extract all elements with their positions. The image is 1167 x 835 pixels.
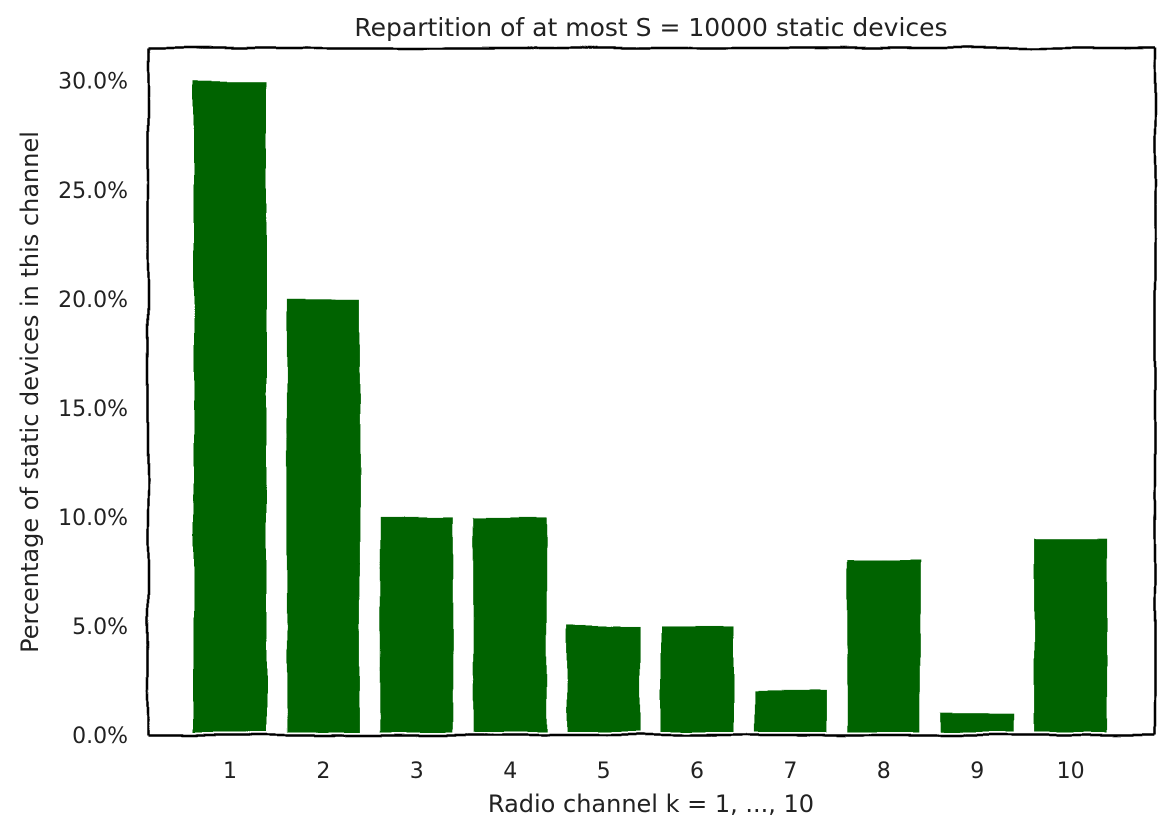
bar-channel-7 <box>753 691 827 732</box>
bar-channel-2 <box>286 298 360 732</box>
x-tick-label: 4 <box>503 759 517 784</box>
x-tick-label: 3 <box>410 759 424 784</box>
x-tick-label: 8 <box>877 759 891 784</box>
y-tick-label: 25.0% <box>58 179 128 204</box>
plot-frame <box>146 46 1157 737</box>
y-tick-label: 20.0% <box>58 288 128 313</box>
y-tick-label: 15.0% <box>58 397 128 422</box>
x-axis: 1 2 3 4 5 6 7 8 9 10 <box>223 759 1085 784</box>
x-axis-title: Radio channel k = 1, ..., 10 <box>488 790 814 818</box>
bar-channel-9 <box>940 713 1014 732</box>
x-tick-label: 1 <box>223 759 237 784</box>
chart-title: Repartition of at most S = 10000 static … <box>354 13 947 42</box>
y-tick-label: 10.0% <box>58 506 128 531</box>
y-tick-label: 5.0% <box>72 615 128 640</box>
y-tick-label: 0.0% <box>72 724 128 749</box>
bars-group <box>193 80 1108 732</box>
x-tick-label: 7 <box>783 759 797 784</box>
x-tick-label: 6 <box>690 759 704 784</box>
y-axis: 0.0% 5.0% 10.0% 15.0% 20.0% 25.0% 30.0% <box>58 70 128 749</box>
x-tick-label: 9 <box>970 759 984 784</box>
bar-channel-6 <box>660 625 734 732</box>
bar-channel-5 <box>567 625 641 732</box>
x-tick-label: 2 <box>316 759 330 784</box>
x-tick-label: 10 <box>1057 759 1085 784</box>
y-axis-title: Percentage of static devices in this cha… <box>16 131 44 653</box>
bar-channel-1 <box>193 80 267 732</box>
y-tick-label: 30.0% <box>58 70 128 95</box>
bar-channel-8 <box>847 560 921 732</box>
x-tick-label: 5 <box>597 759 611 784</box>
bar-channel-4 <box>473 516 547 732</box>
bar-channel-10 <box>1034 538 1108 732</box>
bar-channel-3 <box>380 516 454 732</box>
